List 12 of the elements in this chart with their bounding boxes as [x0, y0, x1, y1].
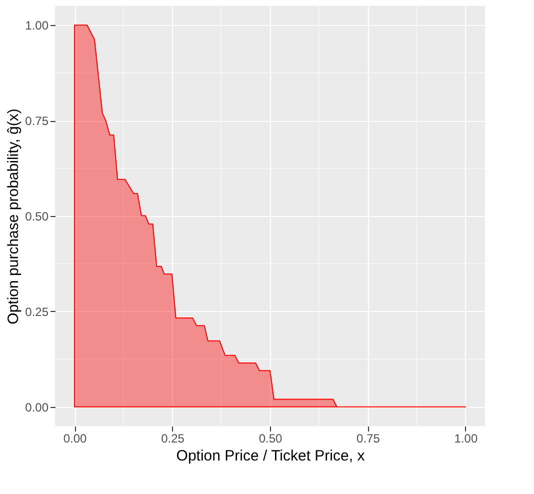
y-tick-label: 1.00: [25, 18, 49, 33]
x-tick-label: 1.00: [454, 432, 478, 446]
x-axis-title: Option Price / Ticket Price, x: [176, 448, 366, 464]
x-tick-label: 0.25: [161, 432, 185, 446]
y-tick-label: 0.25: [25, 304, 49, 319]
y-tick-label: 0.75: [25, 114, 49, 128]
x-tick-label: 0.00: [63, 432, 88, 446]
x-tick-label: 0.75: [356, 432, 380, 446]
x-tick-label: 0.50: [258, 432, 282, 446]
y-axis-title: Option purchase probability, ĝ(x): [5, 108, 22, 324]
y-tick-label: 0.00: [25, 400, 49, 414]
y-tick-label: 0.50: [25, 210, 49, 224]
